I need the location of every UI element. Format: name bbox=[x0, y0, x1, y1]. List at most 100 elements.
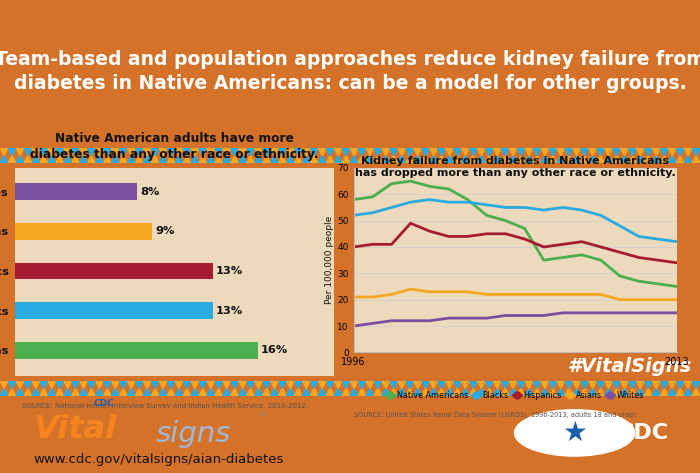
Polygon shape bbox=[517, 156, 525, 163]
Polygon shape bbox=[636, 148, 644, 156]
Polygon shape bbox=[629, 156, 636, 163]
Polygon shape bbox=[255, 148, 262, 156]
Polygon shape bbox=[294, 156, 302, 163]
Polygon shape bbox=[246, 381, 255, 388]
Polygon shape bbox=[342, 156, 350, 163]
Polygon shape bbox=[310, 156, 319, 163]
Polygon shape bbox=[605, 381, 612, 388]
Text: signs: signs bbox=[155, 420, 231, 447]
Polygon shape bbox=[438, 388, 445, 396]
Polygon shape bbox=[652, 381, 660, 388]
Polygon shape bbox=[0, 156, 8, 163]
Polygon shape bbox=[159, 156, 167, 163]
Polygon shape bbox=[231, 156, 239, 163]
Polygon shape bbox=[48, 148, 56, 156]
Polygon shape bbox=[620, 388, 629, 396]
Polygon shape bbox=[318, 388, 326, 396]
Polygon shape bbox=[421, 148, 430, 156]
Polygon shape bbox=[589, 148, 596, 156]
Polygon shape bbox=[430, 388, 438, 396]
Polygon shape bbox=[88, 388, 95, 396]
Polygon shape bbox=[111, 381, 119, 388]
Polygon shape bbox=[398, 148, 406, 156]
Polygon shape bbox=[111, 156, 119, 163]
Polygon shape bbox=[286, 381, 294, 388]
Polygon shape bbox=[119, 388, 127, 396]
Polygon shape bbox=[294, 148, 302, 156]
Bar bbox=[15, 263, 213, 280]
Polygon shape bbox=[8, 388, 16, 396]
Polygon shape bbox=[80, 156, 88, 163]
Polygon shape bbox=[342, 148, 350, 156]
Polygon shape bbox=[620, 148, 629, 156]
Polygon shape bbox=[469, 388, 477, 396]
Polygon shape bbox=[494, 388, 501, 396]
Polygon shape bbox=[350, 148, 358, 156]
Polygon shape bbox=[262, 388, 270, 396]
Polygon shape bbox=[246, 156, 255, 163]
Polygon shape bbox=[430, 148, 438, 156]
Polygon shape bbox=[644, 388, 652, 396]
Polygon shape bbox=[668, 388, 676, 396]
Polygon shape bbox=[430, 156, 438, 163]
Polygon shape bbox=[414, 156, 421, 163]
Text: 9%: 9% bbox=[155, 227, 174, 236]
Polygon shape bbox=[326, 148, 334, 156]
Polygon shape bbox=[175, 148, 183, 156]
Polygon shape bbox=[501, 381, 509, 388]
Text: 8%: 8% bbox=[140, 187, 159, 197]
Polygon shape bbox=[318, 381, 326, 388]
Polygon shape bbox=[279, 388, 286, 396]
Text: Kidney failure from diabetes in Native Americans
has dropped more than any other: Kidney failure from diabetes in Native A… bbox=[355, 156, 676, 178]
Polygon shape bbox=[239, 381, 246, 388]
Polygon shape bbox=[223, 148, 231, 156]
Polygon shape bbox=[509, 388, 517, 396]
Polygon shape bbox=[255, 388, 262, 396]
Polygon shape bbox=[414, 388, 421, 396]
Polygon shape bbox=[398, 381, 406, 388]
Polygon shape bbox=[421, 156, 430, 163]
Polygon shape bbox=[71, 148, 80, 156]
Polygon shape bbox=[88, 156, 95, 163]
Polygon shape bbox=[461, 388, 469, 396]
Polygon shape bbox=[565, 388, 573, 396]
Polygon shape bbox=[119, 148, 127, 156]
Polygon shape bbox=[556, 156, 565, 163]
Polygon shape bbox=[111, 148, 119, 156]
Polygon shape bbox=[64, 148, 71, 156]
Polygon shape bbox=[596, 381, 605, 388]
Polygon shape bbox=[660, 381, 668, 388]
Polygon shape bbox=[629, 381, 636, 388]
Polygon shape bbox=[549, 148, 557, 156]
Polygon shape bbox=[494, 381, 501, 388]
Polygon shape bbox=[509, 156, 517, 163]
Polygon shape bbox=[40, 388, 48, 396]
Polygon shape bbox=[629, 148, 636, 156]
Polygon shape bbox=[461, 148, 469, 156]
Bar bbox=[15, 184, 136, 200]
Polygon shape bbox=[517, 388, 525, 396]
Polygon shape bbox=[525, 148, 533, 156]
Polygon shape bbox=[199, 148, 206, 156]
Polygon shape bbox=[692, 381, 700, 388]
Polygon shape bbox=[358, 148, 366, 156]
Polygon shape bbox=[16, 388, 24, 396]
Polygon shape bbox=[206, 156, 215, 163]
Polygon shape bbox=[596, 156, 605, 163]
Polygon shape bbox=[445, 156, 454, 163]
Polygon shape bbox=[565, 148, 573, 156]
Polygon shape bbox=[350, 156, 358, 163]
Polygon shape bbox=[262, 156, 270, 163]
Polygon shape bbox=[660, 388, 668, 396]
Polygon shape bbox=[668, 156, 676, 163]
Polygon shape bbox=[71, 381, 80, 388]
Polygon shape bbox=[430, 381, 438, 388]
Polygon shape bbox=[605, 388, 612, 396]
Polygon shape bbox=[199, 156, 206, 163]
Polygon shape bbox=[573, 156, 581, 163]
Polygon shape bbox=[151, 388, 159, 396]
Polygon shape bbox=[64, 381, 71, 388]
Polygon shape bbox=[255, 381, 262, 388]
Polygon shape bbox=[159, 381, 167, 388]
Polygon shape bbox=[135, 156, 143, 163]
